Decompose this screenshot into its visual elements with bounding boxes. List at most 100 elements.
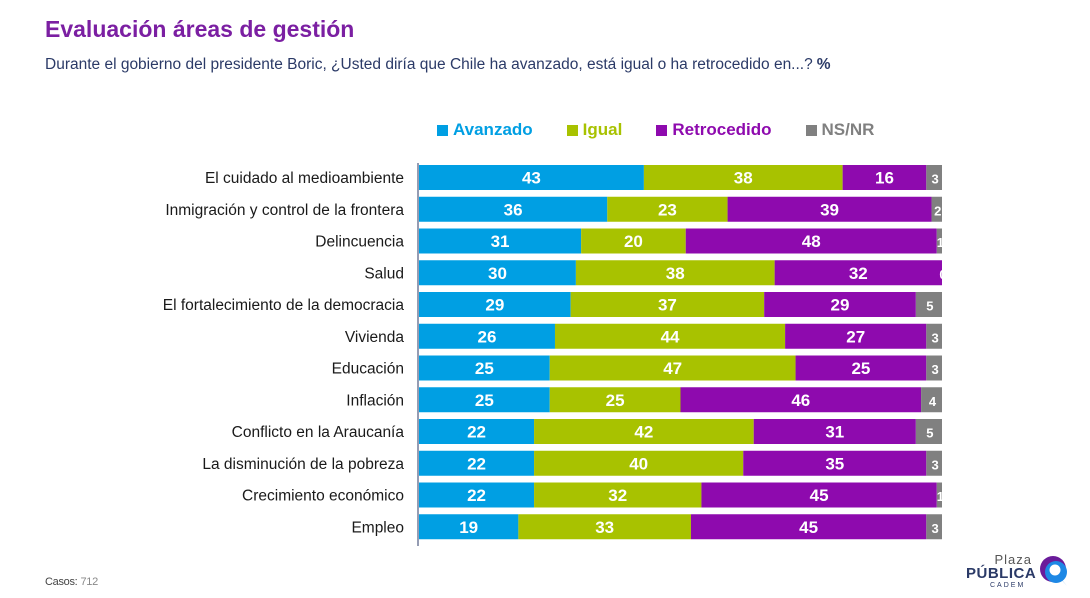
legend-item-nsnr: NS/NR bbox=[805, 120, 874, 140]
bar-igual bbox=[554, 323, 786, 349]
data-label: 3 bbox=[932, 457, 939, 472]
data-label: 5 bbox=[926, 426, 933, 441]
data-label: 43 bbox=[522, 169, 541, 188]
category-label: Inflación bbox=[346, 392, 404, 409]
bar-ns-nr bbox=[915, 419, 942, 444]
bar-ns-nr bbox=[915, 292, 942, 317]
bar-avanzado bbox=[419, 292, 571, 317]
bar-ns-nr bbox=[926, 165, 942, 190]
legend-label: Retrocedido bbox=[672, 120, 772, 139]
bar-ns-nr bbox=[926, 514, 942, 540]
cases-value: 712 bbox=[80, 576, 98, 588]
page-subtitle: Durante el gobierno del presidente Boric… bbox=[45, 56, 831, 74]
data-label: 3 bbox=[932, 521, 939, 536]
bar-igual bbox=[534, 450, 744, 476]
bar-igual bbox=[570, 292, 765, 317]
category-label: Crecimiento económico bbox=[242, 488, 404, 505]
data-label: 31 bbox=[825, 423, 844, 442]
bar-igual bbox=[581, 228, 686, 254]
legend-item-igual: Igual bbox=[566, 120, 623, 140]
logo-line-1: Plaza bbox=[994, 552, 1032, 567]
data-label: 47 bbox=[663, 359, 682, 378]
data-label: 38 bbox=[666, 264, 685, 283]
bar-retrocedido bbox=[690, 514, 927, 540]
legend-swatch bbox=[566, 124, 578, 136]
data-label: 45 bbox=[810, 486, 829, 505]
bar-avanzado bbox=[419, 450, 535, 476]
data-label: 32 bbox=[608, 486, 627, 505]
data-label: 31 bbox=[491, 232, 510, 251]
bar-avanzado bbox=[419, 260, 576, 286]
data-label: 4 bbox=[929, 394, 937, 409]
category-label: Conflicto en la Araucanía bbox=[232, 424, 405, 441]
bar-retrocedido bbox=[685, 228, 937, 254]
data-label: 16 bbox=[875, 169, 894, 188]
data-label: 29 bbox=[831, 296, 850, 315]
bar-igual bbox=[643, 165, 843, 190]
bar-retrocedido bbox=[795, 355, 927, 381]
data-label: 25 bbox=[475, 391, 494, 410]
bar-ns-nr bbox=[936, 228, 942, 254]
legend-item-retrocedido: Retrocedido bbox=[656, 120, 772, 140]
page-title: Evaluación áreas de gestión bbox=[45, 16, 355, 42]
bar-retrocedido bbox=[774, 260, 942, 286]
bar-avanzado bbox=[419, 419, 535, 444]
bar-igual bbox=[549, 387, 681, 413]
logo-line-3: CADEM bbox=[990, 582, 1026, 589]
data-label: 38 bbox=[734, 169, 753, 188]
bar-ns-nr bbox=[921, 387, 942, 413]
data-label: 22 bbox=[467, 423, 486, 442]
bar-retrocedido bbox=[753, 419, 916, 444]
data-label: 40 bbox=[629, 454, 648, 473]
bar-ns-nr bbox=[926, 323, 942, 349]
bar-avanzado bbox=[419, 323, 555, 349]
plaza-publica-logo: Plaza PÚBLICA CADEM bbox=[966, 552, 1076, 592]
data-label: 2 bbox=[934, 203, 941, 218]
data-label: 1 bbox=[937, 489, 944, 504]
data-label: 19 bbox=[459, 518, 478, 537]
bar-retrocedido bbox=[764, 292, 916, 317]
data-label: 37 bbox=[658, 296, 677, 315]
bar-retrocedido bbox=[743, 450, 927, 476]
category-label: Educación bbox=[332, 361, 404, 378]
bar-avanzado bbox=[419, 165, 644, 190]
bar-retrocedido bbox=[680, 387, 922, 413]
data-label: 26 bbox=[478, 327, 497, 346]
category-label: Vivienda bbox=[345, 329, 405, 346]
data-label: 32 bbox=[849, 264, 868, 283]
data-label: 22 bbox=[467, 454, 486, 473]
bar-avanzado bbox=[419, 196, 608, 222]
bar-igual bbox=[575, 260, 775, 286]
data-label: 29 bbox=[485, 296, 504, 315]
bar-retrocedido bbox=[842, 165, 927, 190]
bar-avanzado bbox=[419, 228, 582, 254]
legend-swatch bbox=[805, 124, 817, 136]
category-label: Delincuencia bbox=[315, 234, 404, 251]
data-label: 1 bbox=[937, 235, 944, 250]
data-label: 45 bbox=[799, 518, 818, 537]
data-label: 44 bbox=[661, 327, 680, 346]
data-label: 30 bbox=[488, 264, 507, 283]
legend-label: Igual bbox=[582, 120, 623, 139]
bar-avanzado bbox=[419, 355, 550, 381]
unit-label: % bbox=[816, 56, 831, 73]
chart-legend: Avanzado Igual Retrocedido NS/NR bbox=[437, 120, 874, 140]
data-label: 27 bbox=[846, 327, 865, 346]
bar-avanzado bbox=[419, 482, 535, 508]
data-label: 36 bbox=[504, 200, 523, 219]
bar-igual bbox=[534, 482, 702, 508]
logo-line-2: PÚBLICA bbox=[966, 565, 1037, 582]
bar-retrocedido bbox=[701, 482, 937, 508]
bar-ns-nr bbox=[936, 482, 942, 508]
data-label: 42 bbox=[634, 423, 653, 442]
bar-retrocedido bbox=[785, 323, 927, 349]
bar-igual bbox=[549, 355, 796, 381]
legend-item-avanzado: Avanzado bbox=[437, 120, 533, 140]
data-label: 48 bbox=[802, 232, 821, 251]
category-label: El fortalecimiento de la democracia bbox=[163, 297, 405, 314]
data-label: 0 bbox=[939, 267, 946, 282]
data-label: 39 bbox=[820, 200, 839, 219]
bar-igual bbox=[518, 514, 691, 540]
data-label: 5 bbox=[926, 299, 933, 314]
data-label: 35 bbox=[825, 454, 844, 473]
